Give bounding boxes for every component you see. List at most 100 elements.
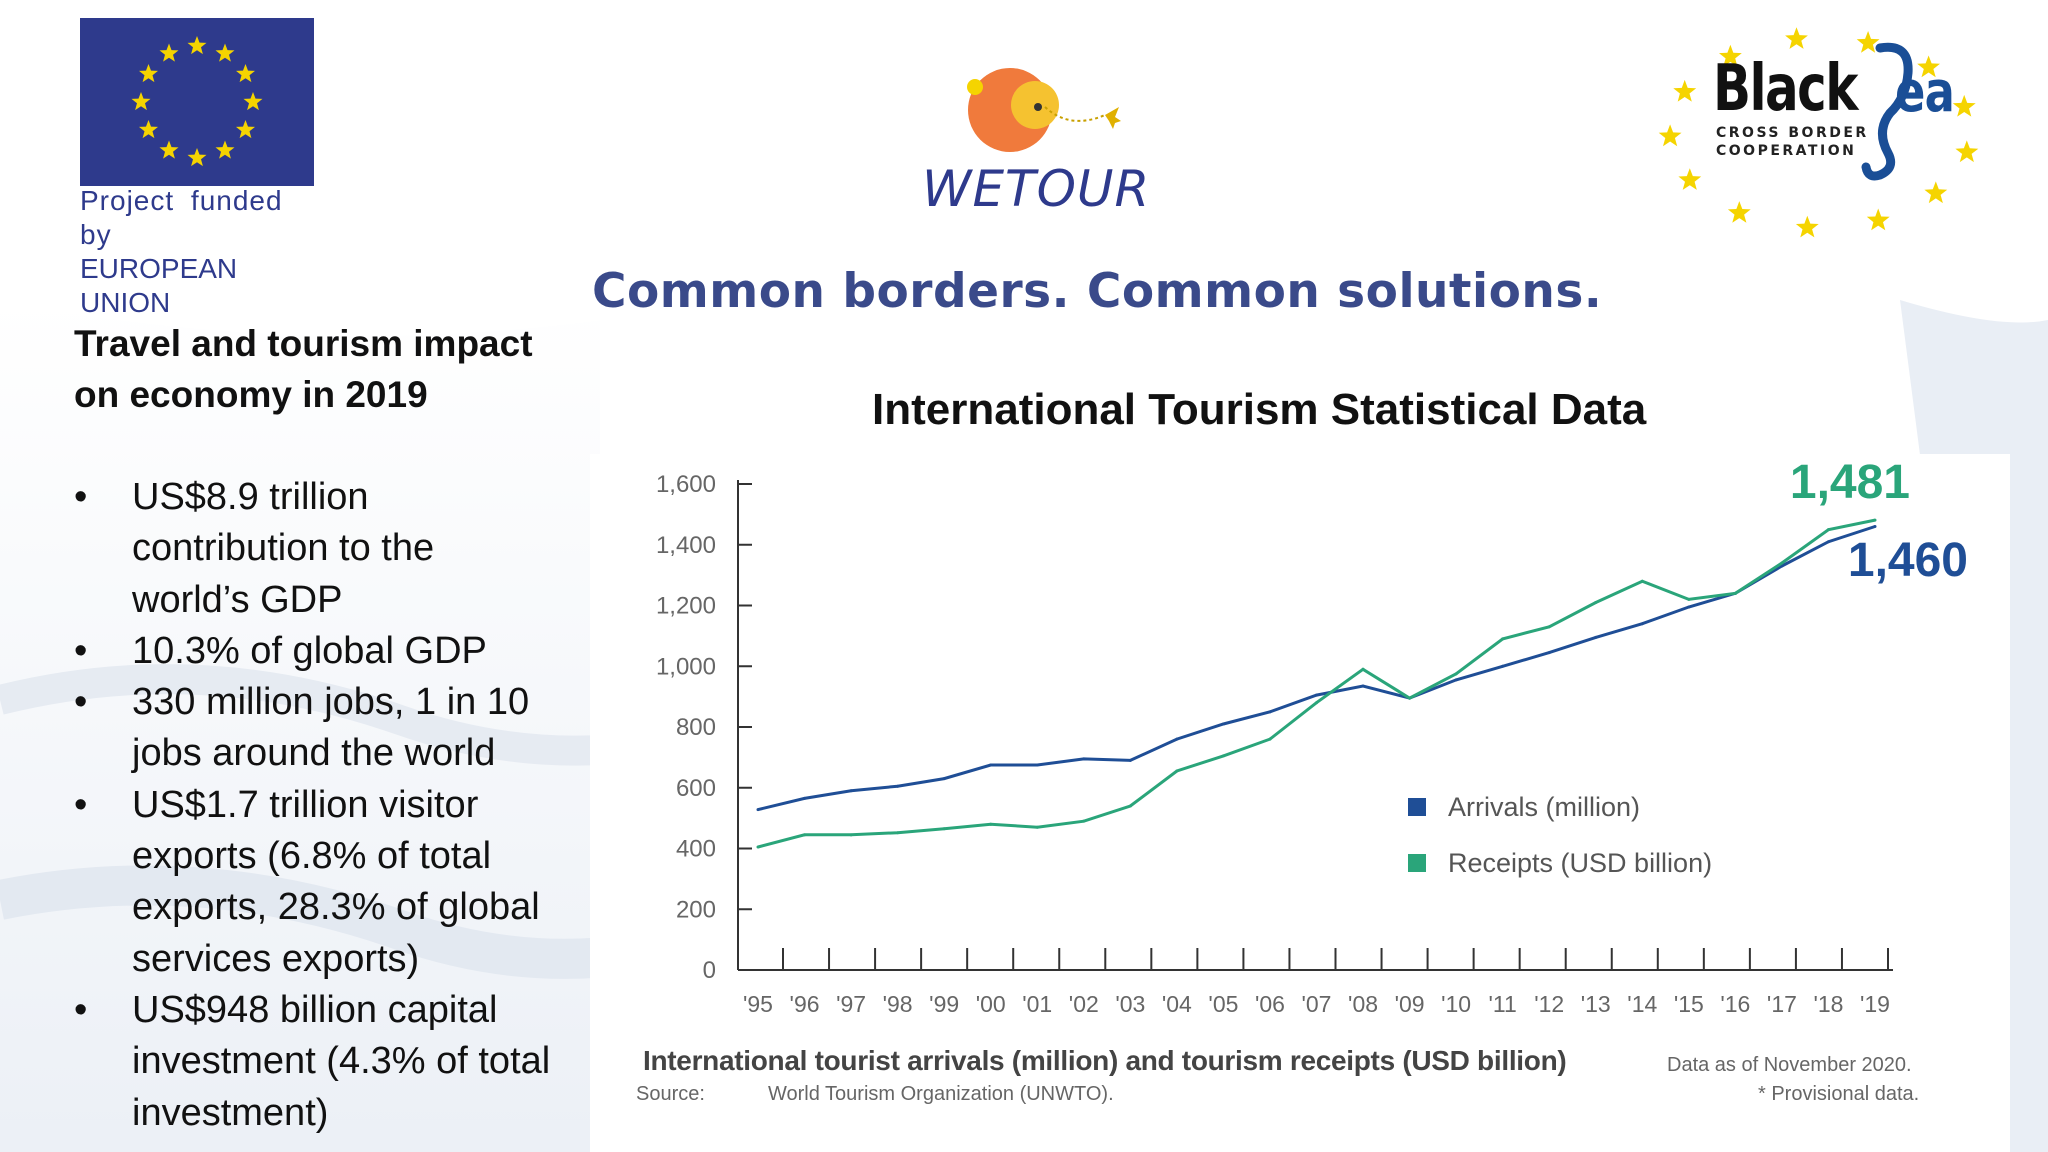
- legend-swatch-receipts: [1408, 854, 1426, 872]
- bullet-dot-icon: •: [74, 783, 88, 826]
- left-heading-line2: on economy in 2019: [74, 374, 428, 415]
- impact-bullet-line: world’s GDP: [132, 578, 343, 621]
- y-tick-label: 1,000: [656, 653, 716, 680]
- data-point-arrivals: [1035, 763, 1039, 767]
- x-tick-label: '11: [1489, 991, 1517, 1017]
- impact-bullet-line: jobs around the world: [132, 732, 496, 775]
- x-tick-label: '02: [1069, 991, 1099, 1017]
- data-point-receipts: [1175, 769, 1179, 773]
- x-tick-label: '98: [883, 991, 913, 1017]
- x-tick-label: '18: [1813, 991, 1843, 1017]
- eu-star-icon: [131, 92, 151, 111]
- legend-swatch-arrivals: [1408, 798, 1426, 816]
- data-point-arrivals: [1454, 678, 1458, 682]
- left-heading-line1: Travel and tourism impact: [74, 323, 533, 364]
- eu-line1: Project funded by: [80, 185, 283, 250]
- data-point-arrivals: [1175, 737, 1179, 741]
- data-point-receipts: [1035, 825, 1039, 829]
- series-line-receipts: [757, 518, 1876, 849]
- data-point-arrivals: [896, 784, 900, 788]
- impact-bullet-line: services exports): [132, 937, 420, 980]
- data-point-receipts: [1128, 804, 1132, 808]
- annotation-arrivals-last: 1,460: [1848, 534, 1968, 587]
- y-tick-label: 600: [676, 775, 716, 802]
- x-tick-label: '99: [929, 991, 959, 1017]
- x-tick-label: '13: [1581, 991, 1611, 1017]
- black-sea-word-sea: ea: [1895, 60, 1955, 125]
- data-point-receipts: [1315, 701, 1318, 705]
- data-point-receipts: [896, 831, 900, 835]
- data-point-arrivals: [1128, 758, 1132, 762]
- chart-source-label: Source:: [636, 1083, 705, 1105]
- data-point-arrivals: [1826, 540, 1830, 544]
- eu-funding-caption: Project funded by EUROPEAN UNION: [80, 184, 320, 320]
- eu-star-icon: [215, 140, 235, 159]
- impact-bullet-line: 10.3% of global GDP: [132, 629, 487, 672]
- chart-data-note: Data as of November 2020.: [1667, 1054, 1912, 1076]
- data-point-receipts: [1454, 672, 1458, 676]
- data-point-receipts: [1873, 518, 1877, 522]
- wetour-wordmark: WETOUR: [922, 160, 1151, 218]
- impact-bullet-line: US$8.9 trillion: [132, 476, 369, 518]
- data-point-receipts: [1826, 528, 1830, 532]
- black-sea-subtitle: CROSS BORDER COOPERATION: [1716, 124, 1869, 160]
- data-point-receipts: [989, 822, 993, 826]
- impact-bullet-line: investment (4.3% of total: [132, 1040, 551, 1083]
- data-point-arrivals: [1082, 757, 1086, 761]
- annotation-receipts-last: 1,481: [1790, 456, 1910, 509]
- x-tick-label: '14: [1627, 991, 1657, 1017]
- impact-bullet-line: US$1.7 trillion visitor: [132, 783, 479, 826]
- data-point-receipts: [1361, 667, 1365, 671]
- bullet-dot-icon: •: [74, 629, 88, 672]
- black-sea-star-icon: [1866, 208, 1890, 231]
- x-tick-label: '01: [1022, 991, 1052, 1017]
- eu-star-icon: [159, 43, 179, 62]
- black-sea-star-icon: [1856, 31, 1880, 53]
- eu-star-icon: [215, 43, 235, 62]
- eu-star-icon: [139, 64, 158, 83]
- data-point-arrivals: [1873, 525, 1877, 529]
- x-tick-label: '06: [1255, 991, 1285, 1017]
- data-point-arrivals: [849, 789, 853, 793]
- tourism-line-chart: 0 200 400 600 800 1,000 1,200 1,400 1,600 '95 '96 '…: [656, 456, 1968, 1017]
- data-point-receipts: [756, 845, 760, 849]
- black-sea-logo-icon: [1658, 27, 1979, 238]
- x-tick-label: '04: [1162, 991, 1192, 1017]
- data-point-receipts: [1082, 819, 1086, 823]
- left-heading: Travel and tourism impact on economy in …: [74, 318, 594, 420]
- data-point-receipts: [1780, 561, 1784, 565]
- data-point-arrivals: [803, 796, 807, 800]
- chart-provisional-note: * Provisional data.: [1758, 1083, 1920, 1105]
- data-point-receipts: [1501, 637, 1505, 641]
- black-sea-star-icon: [1727, 201, 1751, 223]
- x-tick-label: '19: [1860, 991, 1890, 1017]
- x-tick-label: '10: [1441, 991, 1471, 1017]
- legend-label-receipts: Receipts (USD billion): [1448, 848, 1712, 878]
- data-point-receipts: [1687, 597, 1691, 601]
- data-point-arrivals: [1501, 664, 1505, 668]
- impact-bullet: • 330 million jobs, 1 in 10 jobs around th…: [74, 677, 594, 780]
- data-point-receipts: [803, 833, 807, 837]
- chart-source: World Tourism Organization (UNWTO).: [768, 1083, 1114, 1105]
- wetour-logo-icon: [967, 68, 1121, 152]
- slogan: Common borders. Common solutions.: [592, 264, 1603, 319]
- data-point-arrivals: [1640, 622, 1644, 626]
- x-tick-label: '09: [1395, 991, 1425, 1017]
- eu-star-icon: [139, 120, 158, 139]
- eu-flag-logo: [80, 18, 314, 186]
- impact-bullet-line: exports (6.8% of total: [132, 835, 492, 878]
- legend-label-arrivals: Arrivals (million): [1448, 792, 1640, 822]
- black-sea-star-icon: [1673, 79, 1697, 102]
- impact-bullet: • US$1.7 trillion visitor exports (6.8% of…: [74, 780, 594, 985]
- impact-bullet: • US$948 billion capital investment (4.3% …: [74, 985, 594, 1139]
- chart-caption: International tourist arrivals (million)…: [643, 1045, 1567, 1076]
- black-sea-star-icon: [1795, 215, 1819, 238]
- y-tick-label: 0: [703, 957, 716, 984]
- data-point-receipts: [1408, 696, 1412, 700]
- x-tick-label: '08: [1348, 991, 1378, 1017]
- eu-star-icon: [236, 120, 255, 139]
- impact-bullet-line: 330 million jobs, 1 in 10: [132, 681, 530, 724]
- x-tick-label: '07: [1302, 991, 1332, 1017]
- x-tick-label: '95: [743, 991, 773, 1017]
- impact-bullet: • 10.3% of global GDP: [74, 626, 594, 677]
